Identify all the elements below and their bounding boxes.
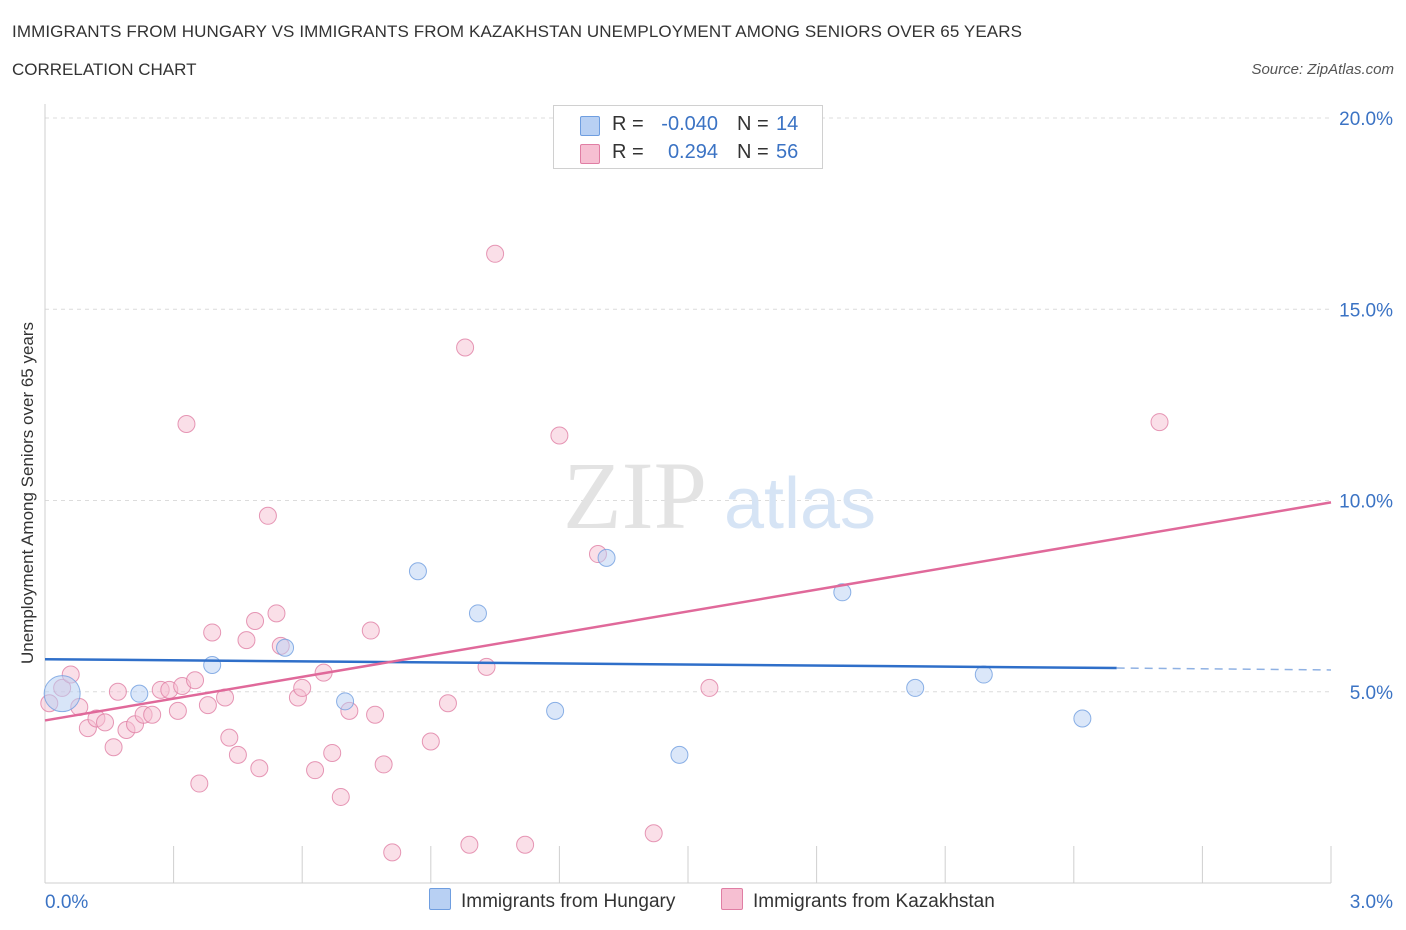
kazakhstan-point <box>190 774 209 793</box>
hungary-point <box>203 655 222 674</box>
kazakhstan-point <box>331 787 350 806</box>
bottom-legend-swatch-hungary <box>429 888 451 910</box>
axes <box>44 104 1332 884</box>
hungary-point <box>276 638 295 657</box>
hungary-trend-line <box>44 657 1117 670</box>
grid-lines <box>45 117 1331 693</box>
kazakhstan-trend-line <box>44 501 1332 722</box>
legend-r-label: R = <box>612 141 644 163</box>
y-axis-title: Unemployment Among Seniors over 65 years <box>18 321 37 665</box>
kazakhstan-point <box>456 338 475 357</box>
bottom-legend-swatch-kazakhstan <box>721 888 743 910</box>
kazakhstan-point <box>644 824 663 843</box>
kazakhstan-point <box>198 696 217 715</box>
legend-n-label: N = <box>737 113 769 135</box>
y-tick-label: 15.0% <box>1339 300 1393 321</box>
watermark: ZIP atlas <box>563 442 876 549</box>
hungary-point <box>468 604 487 623</box>
kazakhstan-point <box>96 713 115 732</box>
kazakhstan-point <box>203 623 222 642</box>
kazakhstan-point <box>323 743 342 762</box>
kazakhstan-point <box>168 701 187 720</box>
kazakhstan-point <box>108 682 127 701</box>
bottom-legend-label-kazakhstan: Immigrants from Kazakhstan <box>753 891 995 912</box>
kazakhstan-point <box>486 244 505 263</box>
x-tick-label-min: 0.0% <box>45 892 88 913</box>
kazakhstan-point <box>143 705 162 724</box>
hungary-point <box>670 745 689 764</box>
hungary-point <box>974 665 993 684</box>
hungary-point <box>906 678 925 697</box>
legend-n-label: N = <box>737 141 769 163</box>
kazakhstan-point <box>258 506 277 525</box>
kazakhstan-point <box>700 678 719 697</box>
legend-swatch-hungary <box>580 116 600 136</box>
hungary-point <box>546 701 565 720</box>
kazakhstan-point <box>516 835 535 854</box>
kazakhstan-point <box>550 426 569 445</box>
bottom-legend-hungary: Immigrants from Hungary <box>429 888 675 913</box>
trend-lines <box>44 501 1332 722</box>
kazakhstan-points <box>40 244 1169 862</box>
kazakhstan-point <box>228 745 247 764</box>
kazakhstan-point <box>374 755 393 774</box>
kazakhstan-point <box>220 728 239 747</box>
kazakhstan-point <box>460 835 479 854</box>
legend-n-value: 56 <box>776 141 799 163</box>
legend-swatch-kazakhstan <box>580 144 600 164</box>
hungary-point <box>597 548 616 567</box>
bottom-legend-kazakhstan: Immigrants from Kazakhstan <box>721 888 995 913</box>
chart-source: Source: ZipAtlas.com <box>1251 61 1394 78</box>
kazakhstan-point <box>267 604 286 623</box>
kazakhstan-point <box>477 657 496 676</box>
correlation-legend: R = -0.040 N = 14 R = 0.294 N = 56 <box>553 105 823 169</box>
kazakhstan-point <box>237 631 256 650</box>
kazakhstan-point <box>246 611 265 630</box>
hungary-point <box>833 583 852 602</box>
kazakhstan-point <box>361 621 380 640</box>
hungary-point <box>336 692 355 711</box>
kazakhstan-point <box>438 694 457 713</box>
legend-n-value: 14 <box>776 113 799 135</box>
bottom-legend-label-hungary: Immigrants from Hungary <box>461 891 676 912</box>
y-tick-label: 10.0% <box>1339 492 1393 513</box>
legend-row-hungary: R = -0.040 N = 14 <box>554 110 822 138</box>
hungary-point <box>43 675 81 713</box>
hungary-points <box>43 548 1092 764</box>
hungary-trend-extension <box>1116 667 1332 671</box>
kazakhstan-point <box>250 759 269 778</box>
kazakhstan-point <box>293 678 312 697</box>
kazakhstan-point <box>383 843 402 862</box>
chart-title: IMMIGRANTS FROM HUNGARY VS IMMIGRANTS FR… <box>12 22 1023 41</box>
kazakhstan-point <box>306 761 325 780</box>
y-tick-label: 20.0% <box>1339 109 1393 130</box>
tick-labels: 5.0% 10.0% 15.0% 20.0% 0.0% 3.0% <box>45 109 1393 913</box>
legend-row-kazakhstan: R = 0.294 N = 56 <box>554 138 822 166</box>
x-tick-label-max: 3.0% <box>1350 892 1393 913</box>
kazakhstan-point <box>421 732 440 751</box>
watermark-zip: ZIP <box>563 442 707 549</box>
watermark-atlas: atlas <box>724 464 876 544</box>
y-tick-label: 5.0% <box>1350 683 1393 704</box>
chart-subtitle: CORRELATION CHART <box>12 60 197 79</box>
kazakhstan-point <box>186 671 205 690</box>
hungary-point <box>408 562 427 581</box>
hungary-point <box>1073 709 1092 728</box>
kazakhstan-point <box>104 738 123 757</box>
kazakhstan-point <box>1150 413 1169 432</box>
kazakhstan-point <box>366 705 385 724</box>
kazakhstan-point <box>177 415 196 433</box>
legend-r-value: -0.040 <box>661 113 718 135</box>
legend-r-label: R = <box>612 113 644 135</box>
hungary-point <box>130 684 149 703</box>
legend-r-value: 0.294 <box>667 141 718 163</box>
